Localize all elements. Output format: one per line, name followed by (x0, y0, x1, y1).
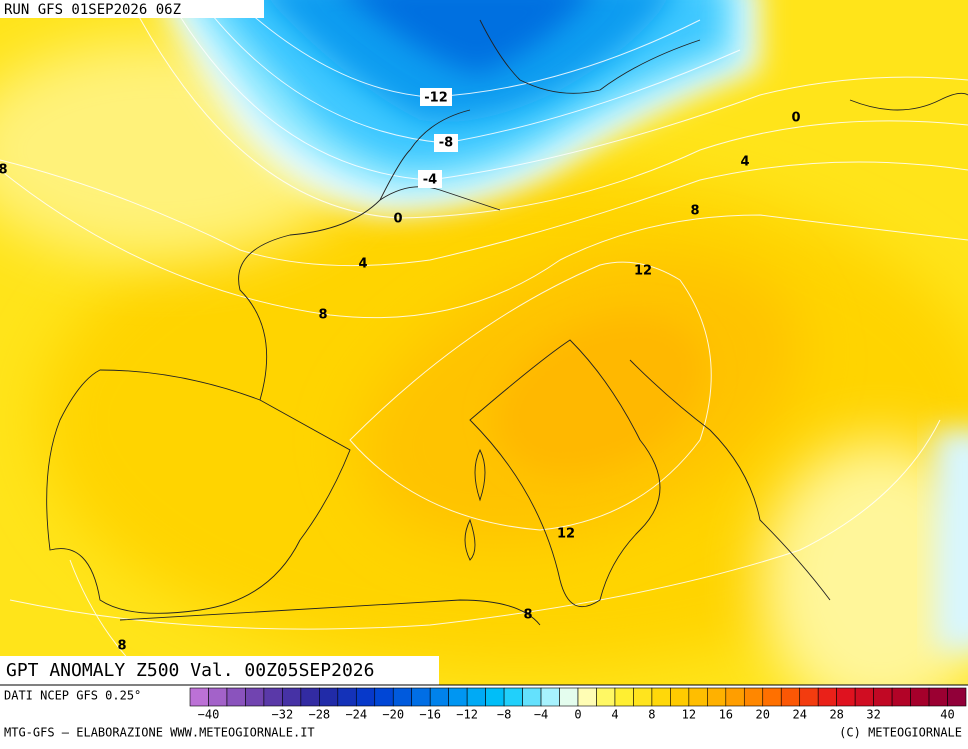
contour-label-text: 0 (791, 111, 800, 126)
colorbar-box (651, 687, 671, 707)
colorbar-box (466, 687, 486, 707)
coastlines (46, 19, 968, 626)
colorbar-box (559, 687, 579, 707)
colorbar-tick-label: −40 (198, 708, 220, 722)
colorbar-box (707, 687, 727, 707)
colorbar: −40 −32 −28 −24 −20 −16 −12 −8 −4 0 4 8 12 16 20 24 28 32… (189, 687, 967, 722)
contour-label: -12 (420, 88, 452, 106)
colorbar-tick-label: −32 (272, 708, 294, 722)
colorbar-box (633, 687, 653, 707)
anomaly-field (0, 0, 968, 685)
colorbar-box (817, 687, 837, 707)
colorbar-tick-label: 16 (719, 708, 733, 722)
colorbar-box (688, 687, 708, 707)
colorbar-box (429, 687, 449, 707)
colorbar-box (725, 687, 745, 707)
colorbar-tick-label: −24 (345, 708, 367, 722)
colorbar-box (873, 687, 893, 707)
colorbar-tick-label: 12 (682, 708, 696, 722)
colorbar-box (762, 687, 782, 707)
colorbar-tick-label: 28 (829, 708, 843, 722)
colorbar-box (614, 687, 634, 707)
colorbar-box (522, 687, 542, 707)
contour-label-text: 12 (634, 264, 652, 279)
contour-label-text: 12 (557, 527, 575, 542)
colorbar-tick-label: 8 (648, 708, 655, 722)
colorbar-box (854, 687, 874, 707)
colorbar-box (891, 687, 911, 707)
colorbar-box (208, 687, 228, 707)
colorbar-tick-label: −28 (308, 708, 330, 722)
colorbar-box (485, 687, 505, 707)
run-label: RUN GFS 01SEP2026 06Z (4, 2, 181, 18)
contour-label-text: 8 (690, 204, 699, 219)
colorbar-tick-label: −12 (456, 708, 478, 722)
contour-label: -8 (434, 134, 458, 152)
contour-label-text: 8 (117, 639, 126, 654)
colorbar-box (245, 687, 265, 707)
run-box (0, 0, 264, 18)
colorbar-tick-label: 32 (866, 708, 880, 722)
colorbar-box (189, 687, 209, 707)
colorbar-tick-label: −20 (382, 708, 404, 722)
colorbar-box (355, 687, 376, 707)
legend-source: DATI NCEP GFS 0.25° (4, 689, 141, 703)
colorbar-box (947, 687, 967, 707)
contour-label-text: 8 (318, 308, 327, 323)
colorbar-tick-label: −8 (497, 708, 511, 722)
contour-label-text: 8 (523, 608, 532, 623)
colorbar-box (411, 687, 431, 707)
colorbar-box (392, 687, 413, 707)
colorbar-box (577, 687, 597, 707)
colorbar-tick-label: 24 (792, 708, 806, 722)
colorbar-tick-label: 20 (756, 708, 770, 722)
colorbar-tick-label: 0 (574, 708, 581, 722)
colorbar-box (596, 687, 616, 707)
contour-label-text: -4 (423, 173, 437, 188)
colorbar-box (540, 687, 560, 707)
colorbar-box (337, 687, 357, 707)
colorbar-tick-label: 40 (940, 708, 954, 722)
colorbar-box (226, 687, 246, 707)
colorbar-tick-label: 4 (611, 708, 618, 722)
contour-label-group: -12 -8 -4 0 0 4 4 8 12 8 8 12 8 8 (0, 88, 801, 654)
contour-label-text: 4 (740, 155, 749, 170)
contour-label-text: 4 (358, 257, 367, 272)
title-box (0, 656, 439, 685)
colorbar-box (836, 687, 856, 707)
colorbar-box (374, 687, 394, 707)
contour-label-text: -12 (424, 91, 448, 106)
colorbar-box (780, 687, 801, 707)
colorbar-box (263, 687, 283, 707)
colorbar-tick-label: −4 (534, 708, 548, 722)
colorbar-box (910, 687, 930, 707)
colorbar-box (319, 687, 339, 707)
colorbar-box (799, 687, 819, 707)
footer-right: (C) METEOGIORNALE (839, 726, 962, 740)
map-title: GPT ANOMALY Z500 Val. 00Z05SEP2026 (6, 660, 374, 681)
contour-label-text: 8 (0, 163, 8, 178)
colorbar-box (928, 687, 948, 707)
colorbar-box (503, 687, 523, 707)
colorbar-box (448, 687, 468, 707)
colorbar-box (300, 687, 320, 707)
footer-left: MTG-GFS – ELABORAZIONE WWW.METEOGIORNALE… (4, 726, 315, 740)
colorbar-box (670, 687, 690, 707)
colorbar-box (743, 687, 764, 707)
colorbar-tick-label: −16 (419, 708, 441, 722)
contour-label: -4 (418, 170, 442, 188)
contour-label-text: -8 (439, 136, 453, 151)
contour-label-text: 0 (393, 212, 402, 227)
colorbar-box (282, 687, 302, 707)
